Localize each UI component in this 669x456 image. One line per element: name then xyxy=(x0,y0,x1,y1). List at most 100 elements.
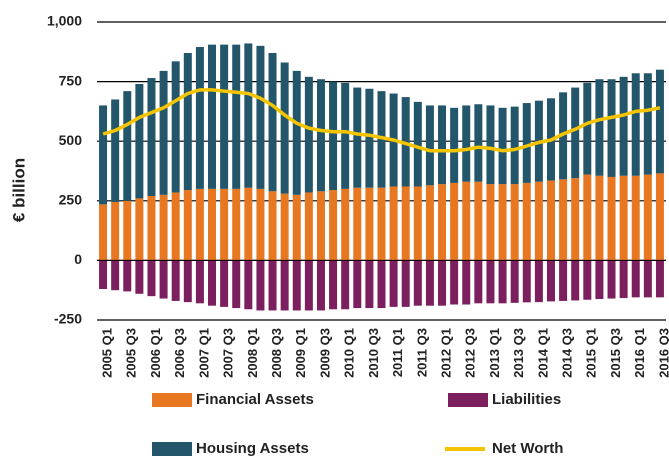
bar xyxy=(559,179,568,261)
bar xyxy=(353,187,362,261)
bar xyxy=(304,192,313,261)
bar xyxy=(256,188,265,261)
bar xyxy=(413,101,422,187)
bar xyxy=(643,260,652,298)
bar xyxy=(425,105,434,186)
bar xyxy=(619,76,628,176)
bar xyxy=(546,260,555,302)
bar xyxy=(377,260,386,309)
x-tick-label: 2013 Q1 xyxy=(487,328,502,378)
bar xyxy=(183,190,192,261)
x-tick-label: 2016 Q3 xyxy=(656,328,669,378)
bar xyxy=(232,260,241,309)
x-tick-label: 2008 Q1 xyxy=(245,328,260,378)
bar xyxy=(208,260,217,306)
bar xyxy=(159,194,168,261)
bar xyxy=(595,260,604,300)
bar xyxy=(438,184,447,261)
bar xyxy=(195,188,204,261)
bar xyxy=(486,105,495,185)
bar xyxy=(316,79,325,192)
bar xyxy=(534,260,543,303)
bar xyxy=(268,52,277,192)
bar xyxy=(353,260,362,309)
bar xyxy=(171,61,180,193)
bar xyxy=(183,260,192,303)
bar xyxy=(208,188,217,261)
x-tick-label: 2005 Q1 xyxy=(99,328,114,378)
bar xyxy=(607,260,616,299)
x-tick-label: 2006 Q1 xyxy=(148,328,163,378)
x-tick-label: 2008 Q3 xyxy=(269,328,284,378)
bar xyxy=(292,260,301,311)
y-tick-label: -250 xyxy=(54,311,82,327)
bar xyxy=(559,260,568,301)
x-tick-label: 2013 Q3 xyxy=(511,328,526,378)
x-tick-label: 2009 Q1 xyxy=(293,328,308,378)
bar xyxy=(607,79,616,177)
bar xyxy=(425,260,434,306)
bar xyxy=(280,260,289,311)
bar xyxy=(147,196,156,261)
bar xyxy=(377,187,386,261)
bar xyxy=(425,185,434,261)
bar xyxy=(183,52,192,191)
bar xyxy=(99,204,108,261)
bar xyxy=(159,70,168,195)
legend-swatch xyxy=(152,393,192,407)
bar xyxy=(304,260,313,311)
bar xyxy=(413,186,422,261)
bar xyxy=(401,260,410,307)
legend-label: Net Worth xyxy=(492,440,563,456)
y-tick-label: 500 xyxy=(59,132,83,148)
bar xyxy=(510,260,519,303)
x-tick-label: 2005 Q3 xyxy=(124,328,139,378)
bar xyxy=(450,107,459,183)
bar xyxy=(583,174,592,261)
bar xyxy=(655,260,664,298)
bar xyxy=(643,174,652,261)
bar xyxy=(99,105,108,205)
bar xyxy=(304,76,313,193)
x-tick-label: 2009 Q3 xyxy=(317,328,332,378)
bar xyxy=(607,176,616,261)
bar xyxy=(341,188,350,261)
bar xyxy=(232,188,241,261)
x-tick-label: 2015 Q1 xyxy=(584,328,599,378)
bar xyxy=(401,186,410,261)
bar xyxy=(292,194,301,261)
bar xyxy=(99,260,108,290)
bar xyxy=(111,260,120,291)
bar xyxy=(244,43,253,188)
bar xyxy=(522,260,531,303)
bar xyxy=(195,47,204,189)
legend-label: Financial Assets xyxy=(196,391,314,408)
bar xyxy=(280,193,289,261)
bar xyxy=(135,260,144,294)
bar xyxy=(643,73,652,175)
bar xyxy=(571,87,580,179)
bar xyxy=(595,175,604,261)
bar xyxy=(111,99,120,202)
x-tick-label: 2006 Q3 xyxy=(172,328,187,378)
bar xyxy=(474,260,483,304)
bar xyxy=(220,260,229,307)
bar xyxy=(438,260,447,306)
bar xyxy=(413,260,422,306)
bar xyxy=(486,184,495,261)
bar xyxy=(583,260,592,300)
bar xyxy=(341,82,350,189)
bar xyxy=(220,44,229,189)
bar xyxy=(292,70,301,195)
bar xyxy=(135,198,144,261)
bar xyxy=(498,107,507,185)
x-tick-label: 2012 Q3 xyxy=(463,328,478,378)
y-tick-label: 750 xyxy=(59,72,83,88)
bar xyxy=(341,260,350,310)
bar xyxy=(329,260,338,310)
bar xyxy=(268,260,277,311)
bar xyxy=(595,79,604,176)
x-tick-label: 2010 Q1 xyxy=(342,328,357,378)
